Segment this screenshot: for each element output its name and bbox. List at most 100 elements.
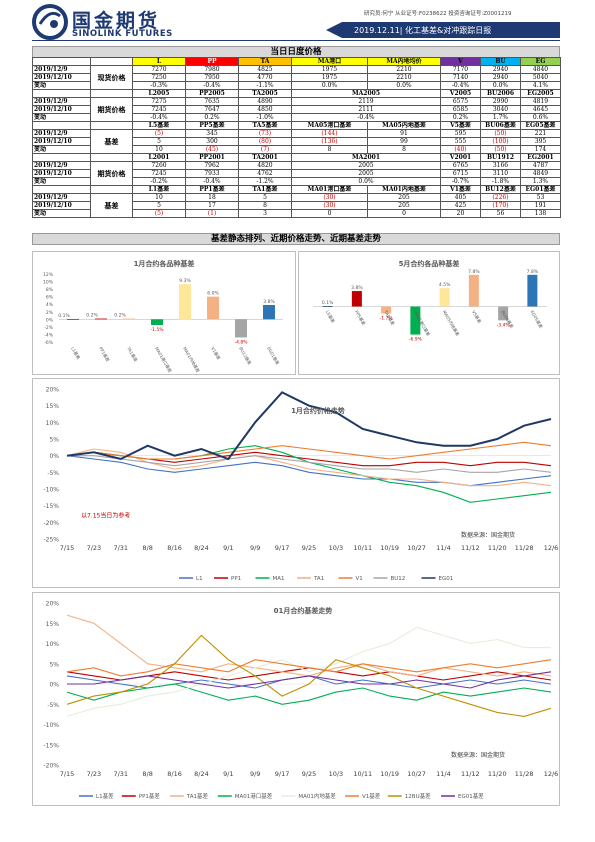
x-tick-label: PP1基差	[98, 346, 111, 363]
series-line	[66, 626, 551, 717]
bar	[207, 296, 219, 320]
legend-entry: V1基差	[362, 792, 381, 800]
table-header-cell: PP5基差	[185, 121, 239, 130]
table-header-cell: BU	[480, 57, 521, 66]
x-tick-label: L5基差	[325, 309, 337, 324]
data-source: 数据来源：国金期货	[461, 531, 515, 539]
x-tick-label: MA01港口基差	[153, 346, 173, 374]
table-cell: 2210	[367, 65, 441, 74]
x-tick-label: V5基差	[471, 309, 483, 324]
table-cell: 345	[185, 129, 239, 138]
table-cell: 2119	[291, 97, 441, 106]
bar	[123, 318, 135, 320]
table-cell: 4820	[238, 161, 292, 170]
table-header-cell: L2001	[132, 153, 186, 162]
table-cell: -1.0%	[238, 113, 292, 122]
x-tick-label: 11/28	[515, 544, 534, 552]
legend-entry: BU12	[391, 576, 406, 582]
y-tick-label: 5%	[49, 661, 59, 668]
data-label: -4.8%	[234, 339, 248, 345]
series-line	[66, 614, 552, 677]
legend-entry: EG01	[439, 576, 454, 582]
table-cell: 2111	[291, 105, 441, 114]
x-tick-label: BU12基差	[238, 346, 253, 366]
series-line	[66, 391, 552, 461]
report-title: 2019.12.11| 化工基差&对冲跟踪日报	[354, 26, 492, 35]
row-date: 变动	[32, 81, 91, 90]
table-header-cell: EG05基差	[520, 121, 561, 130]
table-header-cell	[32, 57, 91, 66]
row-date: 变动	[32, 209, 91, 218]
table-cell: 6765	[440, 161, 481, 170]
table-cell: -0.7%	[440, 177, 481, 186]
data-source: 数据来源：国金期货	[451, 751, 505, 759]
table-header-cell: EG2005	[520, 89, 561, 98]
table-cell: 53	[520, 193, 561, 202]
table-header-cell: BU2006	[480, 89, 521, 98]
x-tick-label: 11/28	[515, 770, 534, 778]
table-cell: 2005	[291, 161, 441, 170]
table-cell: 0.2%	[185, 113, 239, 122]
table-cell: (45)	[185, 145, 239, 154]
table-cell: 555	[440, 137, 481, 146]
table-header-row: L2001 PP2001 TA2001 MA2001 V2001 BU1912 EG2001	[32, 153, 561, 162]
table-cell: 3110	[480, 169, 521, 178]
legend-entry: V1	[356, 576, 363, 582]
x-tick-label: 11/12	[461, 770, 480, 778]
y-tick-label: 10%	[46, 641, 60, 648]
brand-name-en: SINOLINK FUTURES	[72, 29, 173, 39]
table-cell: 7647	[185, 105, 239, 114]
sinolink-logo-icon	[32, 4, 68, 40]
legend-entry: MA01内地基差	[298, 792, 336, 800]
x-tick-label: 7/31	[113, 544, 128, 552]
table-header-cell: BU06基差	[480, 121, 521, 130]
y-tick-label: 0%	[49, 453, 59, 460]
table-header-cell: PP2005	[185, 89, 239, 98]
group-label: 基差	[90, 129, 133, 154]
table-cell: 7635	[185, 97, 239, 106]
table-cell: 5	[238, 193, 292, 202]
table-cell: 174	[520, 145, 561, 154]
row-date: 变动	[32, 177, 91, 186]
x-tick-label: EG01基差	[266, 346, 281, 366]
table-header-cell: L5基差	[132, 121, 186, 130]
x-tick-label: V1基差	[210, 346, 222, 361]
table-cell: 205	[367, 201, 441, 210]
y-tick-label: -10%	[43, 487, 59, 494]
x-tick-label: 9/9	[250, 770, 260, 778]
table-row: 变动 10 (45) (7) 8 8 (40) (50) 174	[32, 145, 561, 154]
y-tick-label: -5%	[47, 702, 59, 709]
row-date: 2019/12/10	[32, 169, 91, 178]
table-cell: 3166	[480, 161, 521, 170]
bar	[439, 288, 450, 307]
bar	[67, 318, 79, 320]
y-tick-label: 15%	[46, 621, 60, 628]
table-cell: 0.0%	[291, 81, 368, 90]
table-cell: 4770	[238, 73, 292, 82]
series-line	[66, 441, 552, 460]
table-header-cell: BU1912	[480, 153, 521, 162]
x-tick-label: 12/6	[544, 544, 559, 552]
x-tick-label: 7/23	[87, 770, 102, 778]
table-row: 2019/12/9 基差 (5) 345 (73) (144) 91 595 (50) 221	[32, 129, 561, 154]
group-label: 期货价格	[90, 97, 133, 122]
legend-entry: L1基差	[96, 792, 114, 800]
table-cell: 0.0%	[291, 177, 441, 186]
table-cell: 405	[440, 193, 481, 202]
chart-annotation: 以7.15当日为参考	[81, 512, 130, 520]
table-cell: -0.4%	[132, 113, 186, 122]
x-tick-label: 10/3	[329, 770, 344, 778]
table-header-cell: V2005	[440, 89, 481, 98]
table-row: 2019/12/10 7245 7933 4762 2005 6715 3110 4849	[32, 169, 561, 178]
chart-jan-basis-svg: 1月合约各品种基差 12% 10%8% 6%4% 2%0% -2%-4% -6% 0.1% L1…	[43, 259, 283, 374]
table-cell: -0.4%	[185, 81, 239, 90]
row-date: 2019/12/10	[32, 137, 91, 146]
table-cell: 6575	[440, 97, 481, 106]
table-header-cell	[90, 89, 133, 98]
y-tick-label: -2%	[44, 325, 53, 331]
series-line	[66, 683, 552, 705]
x-tick-label: 11/4	[436, 770, 451, 778]
data-label: 9.3%	[179, 278, 191, 284]
y-tick-label: -20%	[43, 520, 59, 527]
title-bar-arrow	[326, 22, 342, 38]
